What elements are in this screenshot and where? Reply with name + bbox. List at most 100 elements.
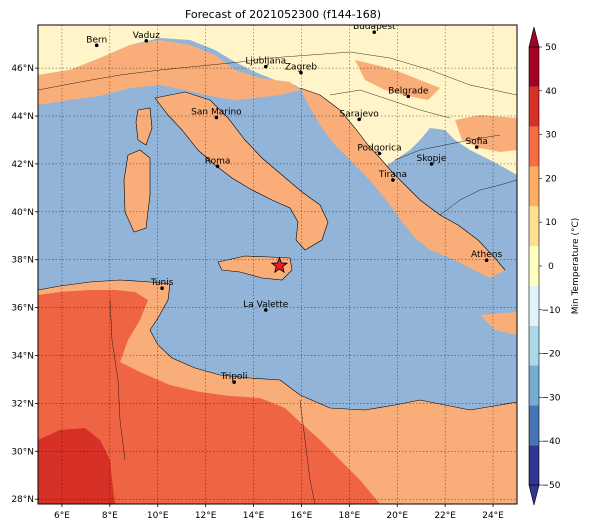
x-tick-label: 12°E — [195, 511, 217, 521]
colorbar-segment — [529, 285, 539, 326]
warm-land-balkans — [300, 88, 505, 278]
warm-land-sardinia — [124, 150, 150, 232]
city-dot — [94, 43, 99, 48]
hot-land-africa — [38, 290, 380, 504]
city-label: Tripoli — [220, 372, 248, 382]
colorbar-tick-label: −20 — [542, 350, 561, 360]
city-dot — [214, 115, 219, 120]
city-label: Podgorica — [357, 143, 401, 153]
colorbar-segment — [529, 166, 539, 207]
colorbar-tick-label: −10 — [542, 306, 561, 316]
colorbar-segment — [529, 126, 539, 167]
y-axis-ticks: 46°N 44°N 42°N 40°N 38°N 36°N 34°N 32°N 30°N 28°N — [11, 64, 38, 505]
colorbar-segment — [529, 86, 539, 127]
colorbar-tick-label: 40 — [545, 87, 557, 97]
x-tick-label: 16°E — [291, 511, 313, 521]
city-dot — [357, 117, 361, 122]
x-axis-ticks: 6°E 8°E 10°E 12°E 14°E 16°E 18°E 20°E 22°E 24°E — [54, 504, 504, 521]
colorbar-extend-bottom — [528, 484, 540, 506]
coastlines — [38, 87, 517, 411]
y-tick-label: 30°N — [11, 447, 34, 457]
city-dot — [299, 70, 303, 75]
y-tick-label: 36°N — [11, 304, 34, 314]
colorbar-segment — [529, 206, 539, 247]
city-dot — [391, 178, 395, 182]
y-tick-label: 46°N — [11, 64, 34, 74]
colorbar-extend-top — [528, 26, 540, 48]
x-tick-label: 8°E — [102, 511, 118, 521]
city-label: Sarajevo — [340, 109, 380, 119]
city-dot — [484, 258, 489, 262]
colorbar-segment — [529, 405, 539, 446]
y-tick-label: 38°N — [11, 256, 34, 266]
y-tick-label: 42°N — [11, 160, 34, 170]
city-label: Tunis — [150, 278, 174, 288]
x-tick-label: 22°E — [434, 511, 456, 521]
city-dot — [474, 145, 479, 149]
colorbar-label: Min Temperature (°C) — [571, 218, 581, 315]
x-tick-label: 14°E — [243, 511, 265, 521]
city-label: Belgrade — [388, 86, 429, 96]
colorbar-tick-label: 20 — [545, 174, 557, 184]
colorbar-segment — [529, 445, 539, 485]
city-label: Roma — [205, 156, 231, 166]
city-label: La Valette — [243, 300, 288, 310]
colorbar-tick-label: 50 — [545, 43, 557, 53]
x-tick-label: 6°E — [54, 511, 70, 521]
graticule — [38, 25, 517, 504]
city-label: Skopje — [417, 154, 447, 164]
colorbar-tick-label: 10 — [545, 218, 557, 228]
warm-land-turkey — [480, 312, 517, 335]
city-label: Tirana — [378, 170, 407, 180]
country-borders — [38, 51, 517, 504]
city-label: Budapest — [353, 22, 396, 32]
colorbar: 50 40 30 20 10 0 −10 −20 −30 −40 −50 — [528, 26, 561, 506]
city-label: Ljubljana — [245, 57, 286, 67]
warm-land-hungary — [355, 60, 440, 100]
city-dot — [263, 308, 268, 312]
warm-land-sicily — [218, 256, 292, 280]
hotter-land-africa — [38, 428, 115, 504]
y-tick-label: 44°N — [11, 112, 34, 122]
city-dot — [377, 151, 382, 156]
colorbar-segment — [529, 47, 539, 87]
city-dot — [263, 64, 268, 69]
city-label: Vaduz — [133, 31, 160, 41]
city-label: Athens — [471, 250, 502, 260]
colorbar-segment — [529, 246, 539, 286]
x-tick-label: 10°E — [147, 511, 169, 521]
city-dot — [429, 162, 434, 166]
colorbar-tick-label: −30 — [542, 393, 561, 403]
map-frame — [37, 24, 518, 505]
colorbar-tick-label: −40 — [542, 437, 561, 447]
x-tick-label: 20°E — [386, 511, 408, 521]
x-tick-label: 24°E — [482, 511, 504, 521]
colorbar-tick-label: 0 — [548, 262, 554, 272]
city-dot — [406, 94, 411, 99]
warm-land-italy — [155, 92, 328, 250]
city-label: San Marino — [191, 107, 242, 117]
city-dot — [372, 30, 377, 34]
city-label: Bern — [86, 35, 107, 45]
warm-land-bulgaria — [455, 115, 517, 152]
y-tick-label: 34°N — [11, 352, 34, 362]
warm-land-alps — [38, 40, 300, 105]
city-dot — [215, 164, 220, 169]
city-label: Sofia — [466, 137, 488, 147]
y-tick-label: 32°N — [11, 399, 34, 409]
city-dot — [144, 39, 149, 43]
x-tick-label: 18°E — [339, 511, 361, 521]
city-dot — [232, 380, 236, 384]
warm-land-corsica — [136, 108, 152, 145]
y-tick-label: 40°N — [11, 208, 34, 218]
map-title: Forecast of 2021052300 (f144-168) — [185, 8, 381, 21]
city-label: Zagreb — [285, 63, 317, 73]
colorbar-tick-label: −50 — [542, 481, 561, 491]
colorbar-segment — [529, 365, 539, 406]
forecast-location-star — [270, 256, 289, 274]
city-dot — [160, 286, 164, 291]
colorbar-tick-label: 30 — [545, 131, 557, 141]
